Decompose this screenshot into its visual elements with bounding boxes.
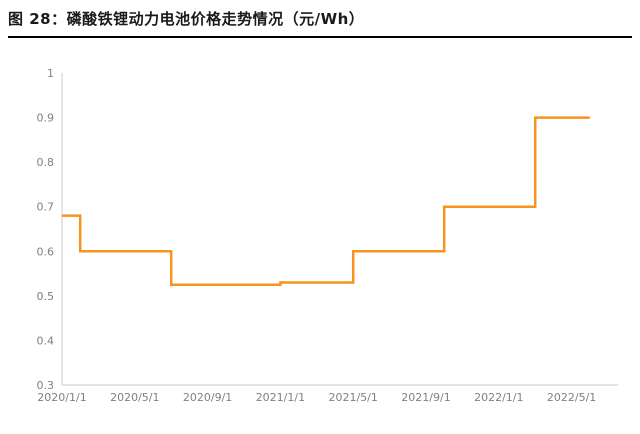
x-tick-label: 2021/1/1: [256, 391, 305, 404]
price-line: [62, 116, 590, 286]
x-tick-label: 2020/1/1: [37, 391, 86, 404]
y-tick-label: 0.4: [37, 334, 55, 347]
x-tick-label: 2021/5/1: [328, 391, 377, 404]
x-tick-label: 2022/1/1: [474, 391, 523, 404]
y-tick-label: 0.3: [37, 379, 55, 392]
figure-title: 图 28：磷酸铁锂动力电池价格走势情况（元/Wh）: [8, 10, 365, 28]
price-chart: 0.3 0.4 0.5 0.6 0.7 0.8 0.9 1 2020/1/1 2020/5/1 20…: [0, 48, 640, 434]
x-tick-label: 2020/9/1: [183, 391, 232, 404]
x-tick-label: 2020/5/1: [110, 391, 159, 404]
y-tick-label: 0.5: [37, 290, 55, 303]
x-tick-label: 2021/9/1: [401, 391, 450, 404]
x-tick-label: 2022/5/1: [547, 391, 596, 404]
title-divider: [8, 36, 632, 38]
y-tick-label: 0.6: [37, 245, 55, 258]
y-tick-label: 0.9: [37, 112, 55, 125]
y-tick-label: 0.7: [37, 201, 55, 214]
y-tick-label: 1: [47, 67, 54, 80]
y-tick-label: 0.8: [37, 156, 55, 169]
figure-header: 图 28：磷酸铁锂动力电池价格走势情况（元/Wh）: [0, 0, 640, 38]
price-chart-svg: 0.3 0.4 0.5 0.6 0.7 0.8 0.9 1 2020/1/1 2020/5/1 20…: [37, 67, 618, 404]
